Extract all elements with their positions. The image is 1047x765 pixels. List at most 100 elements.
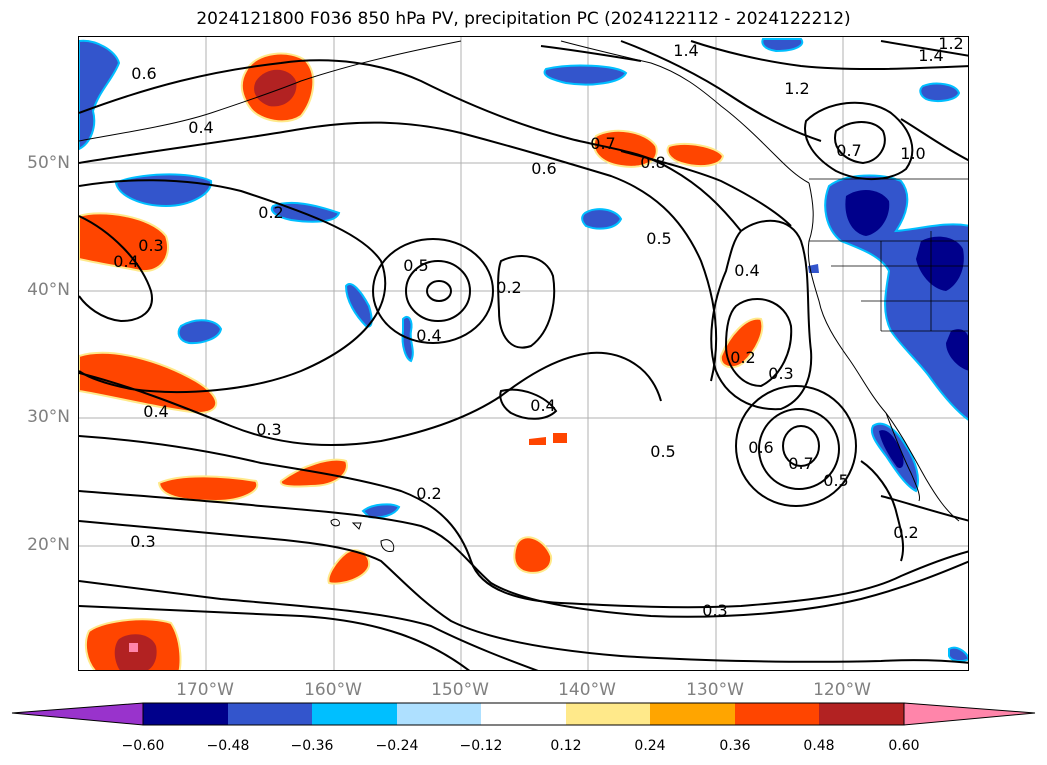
contour-label: 0.6 (531, 159, 556, 178)
contour-label: 0.4 (143, 402, 168, 421)
precip-pos-southwest-peak (129, 643, 138, 652)
contour-label: 0.6 (748, 438, 773, 457)
precip-pos-small-3 (553, 433, 567, 443)
precip-neg-west-coast (824, 174, 968, 421)
contour-label: 0.8 (640, 153, 665, 172)
map-title: 2024121800 F036 850 hPa PV, precipitatio… (196, 9, 851, 29)
contour-label: 0.2 (730, 348, 755, 367)
contour-label: 0.4 (188, 118, 213, 137)
colorbar-extend-high (903, 702, 1036, 726)
map-canvas: 0.6 0.4 1.4 1.2 1.4 1.2 0.6 0.7 0.8 0.7 … (79, 37, 968, 670)
precip-pos-aleutian-core (254, 69, 297, 107)
precip-positive-areas (79, 52, 764, 670)
precip-neg-central-north (543, 64, 628, 86)
lon-label-160w: 160°W (304, 680, 362, 700)
contour-label: 1.4 (673, 41, 698, 60)
colorbar-tick-label: 0.36 (719, 738, 751, 754)
colorbar-tick-label: −0.24 (375, 738, 419, 754)
lat-label-40n: 40°N (27, 280, 70, 300)
map-plot-area: 0.6 0.4 1.4 1.2 1.4 1.2 0.6 0.7 0.8 0.7 … (78, 36, 969, 671)
precip-pos-southwest-core (114, 634, 157, 670)
precip-neg-interior-core (916, 236, 964, 291)
precip-neg-southeast-small (948, 646, 968, 663)
precip-neg-north-far-right (919, 82, 961, 102)
precip-pos-gulf-east (666, 143, 725, 168)
contour-label: 1.4 (918, 46, 943, 65)
precip-neg-west-50n (114, 173, 213, 208)
contour-label: 0.6 (131, 64, 156, 83)
north-american-coast (807, 182, 960, 522)
colorbar (11, 702, 1036, 726)
colorbar-tick-label: −0.36 (290, 738, 334, 754)
contour-label: 0.4 (416, 326, 441, 345)
precip-neg-hawaii-small (361, 503, 401, 519)
contour-label: 0.7 (590, 134, 615, 153)
colorbar-tick-label: 0.12 (550, 738, 582, 754)
lat-label-50n: 50°N (27, 153, 70, 173)
colorbar-bin (735, 703, 819, 725)
precip-negative-areas (79, 38, 968, 663)
precip-neg-west-coast-core (845, 189, 890, 236)
contour-label: 0.3 (138, 236, 163, 255)
alaska-coast (560, 40, 810, 184)
contour-label: 1.2 (938, 37, 963, 53)
lon-label-170w: 170°W (176, 680, 234, 700)
lat-label-20n: 20°N (27, 535, 70, 555)
contour-label: 0.4 (734, 261, 759, 280)
lon-label-120w: 120°W (813, 680, 871, 700)
pv-contours (79, 40, 968, 670)
baja-coast (885, 412, 920, 502)
contour-label: 0.4 (530, 396, 555, 415)
colorbar-tick-label: 0.48 (803, 738, 835, 754)
colorbar-bin (819, 703, 904, 725)
colorbar-tick-label: −0.60 (121, 738, 165, 754)
precip-pos-south-145w (513, 536, 553, 574)
contour-label: 0.3 (130, 532, 155, 551)
precip-pos-gulf (593, 129, 658, 168)
precip-neg-center-41n (344, 283, 373, 328)
contour-label: 0.2 (416, 484, 441, 503)
contour-label: 0.4 (113, 252, 138, 271)
colorbar-bin (312, 703, 397, 725)
aleutian-coast (79, 40, 462, 142)
colorbar-bin (397, 703, 481, 725)
contour-label: 0.3 (768, 364, 793, 383)
contour-label: 0.5 (646, 229, 671, 248)
colorbar-extend-low (11, 702, 144, 726)
contour-label: 0.2 (893, 523, 918, 542)
contour-label: 0.7 (788, 454, 813, 473)
colorbar-tick-label: −0.12 (459, 738, 503, 754)
lon-label-140w: 140°W (558, 680, 616, 700)
colorbar-bin (228, 703, 312, 725)
precip-pos-west-35n (79, 351, 218, 415)
lat-label-30n: 30°N (27, 407, 70, 427)
precip-pos-small-2 (529, 437, 546, 445)
lon-label-150w: 150°W (431, 680, 489, 700)
colorbar-bin (481, 703, 566, 725)
precip-pos-hawaii-west (157, 475, 259, 503)
colorbar-bin (650, 703, 735, 725)
colorbar-bin (566, 703, 650, 725)
contour-labels: 0.6 0.4 1.4 1.2 1.4 1.2 0.6 0.7 0.8 0.7 … (113, 37, 963, 620)
coastlines (79, 40, 968, 552)
contour-label: 0.3 (702, 601, 727, 620)
contour-label: 0.5 (823, 471, 848, 490)
precip-pos-small-1 (327, 549, 371, 585)
precip-pos-hawaii-mid (279, 458, 348, 488)
contour-label: 0.3 (256, 420, 281, 439)
colorbar-tick-label: 0.60 (888, 738, 920, 754)
contour-label: 0.2 (258, 203, 283, 222)
precip-pos-cal-offshore (719, 317, 764, 369)
precip-neg-interior-core-2 (946, 329, 968, 371)
colorbar-bin (143, 703, 228, 725)
precip-neg-gulf-small (581, 208, 623, 230)
contour-label: 0.5 (403, 256, 428, 275)
contour-label: 0.5 (650, 442, 675, 461)
contour-label: 0.7 (836, 141, 861, 160)
contour-label: 1.0 (900, 144, 925, 163)
contour-label: 0.2 (496, 278, 521, 297)
precip-neg-northwest (79, 39, 121, 151)
precip-neg-north-right (761, 38, 804, 53)
hawaii-island-3 (380, 539, 395, 552)
precip-neg-baja-core (879, 430, 904, 469)
